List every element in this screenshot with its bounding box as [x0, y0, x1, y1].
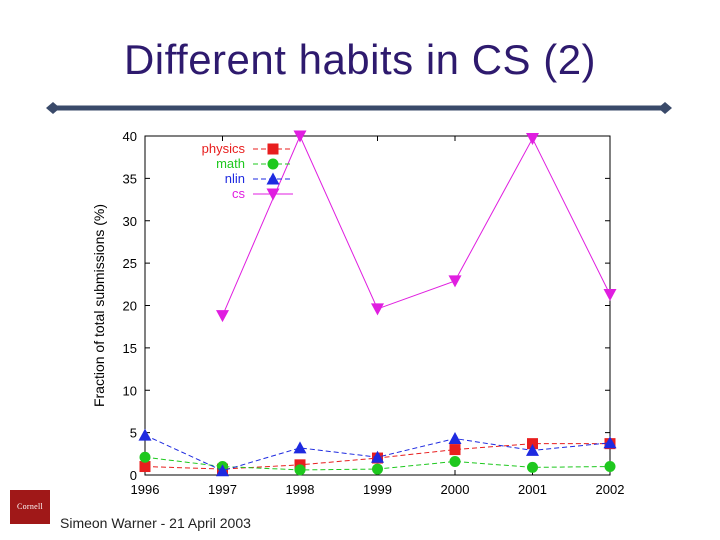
data-point-cs: [448, 275, 462, 288]
data-point-cs: [526, 133, 539, 146]
title-rule-right-diamond: [658, 102, 672, 114]
line-chart: 0 5 10 15 20 25 30 35 40 1996 1997 1998 1999 2000 2001…: [91, 129, 625, 497]
legend-label-nlin: nlin: [225, 171, 245, 186]
x-tick-label: 2001: [518, 482, 547, 497]
x-tick-label: 1998: [286, 482, 315, 497]
y-axis-label: Fraction of total submissions (%): [91, 204, 107, 407]
data-point-math: [604, 461, 616, 473]
data-point-math: [139, 451, 151, 463]
x-tick-label: 2000: [441, 482, 470, 497]
data-point-legend-nlin: [266, 172, 280, 185]
data-point-cs: [371, 303, 384, 316]
data-point-nlin: [603, 436, 617, 449]
data-point-nlin: [138, 428, 152, 441]
data-point-math: [527, 461, 538, 473]
data-point-legend-physics: [267, 143, 279, 155]
series-line-cs: [222, 134, 611, 316]
y-tick-label: 25: [123, 256, 137, 271]
legend-label-math: math: [216, 156, 245, 171]
data-point-cs: [216, 310, 229, 323]
x-tick-label: 1996: [131, 482, 160, 497]
y-tick-label: 35: [123, 171, 137, 186]
data-point-nlin: [216, 464, 229, 477]
data-point-math: [449, 455, 461, 467]
legend-label-cs: cs: [232, 186, 246, 201]
legend-label-physics: physics: [202, 141, 246, 156]
data-point-nlin: [448, 432, 462, 445]
footer-text: Simeon Warner - 21 April 2003: [60, 515, 251, 531]
data-point-legend-math: [267, 158, 279, 170]
data-point-nlin: [293, 441, 307, 454]
y-tick-label: 30: [123, 214, 137, 229]
data-point-nlin: [371, 450, 384, 463]
data-point-cs: [293, 130, 307, 143]
data-point-math: [372, 463, 383, 475]
slide-title: Different habits in CS (2): [123, 36, 597, 83]
data-point-physics: [449, 444, 461, 456]
title-rule-left-diamond: [46, 102, 60, 114]
x-tick-label: 1997: [208, 482, 237, 497]
data-point-physics: [527, 438, 538, 450]
data-point-cs: [603, 288, 617, 301]
cornell-logo: Cornell: [10, 490, 50, 524]
data-point-legend-cs: [266, 188, 280, 201]
y-tick-label: 5: [130, 426, 137, 441]
title-rule: [46, 102, 672, 114]
data-point-nlin: [526, 443, 539, 456]
y-tick-label: 10: [123, 383, 137, 398]
x-tick-label: 2002: [596, 482, 625, 497]
y-tick-label: 15: [123, 341, 137, 356]
y-tick-label: 0: [130, 468, 137, 483]
y-tick-label: 40: [123, 129, 137, 144]
data-point-physics: [139, 461, 151, 473]
data-point-math: [294, 464, 306, 476]
y-tick-label: 20: [123, 299, 137, 314]
x-tick-label: 1999: [363, 482, 392, 497]
